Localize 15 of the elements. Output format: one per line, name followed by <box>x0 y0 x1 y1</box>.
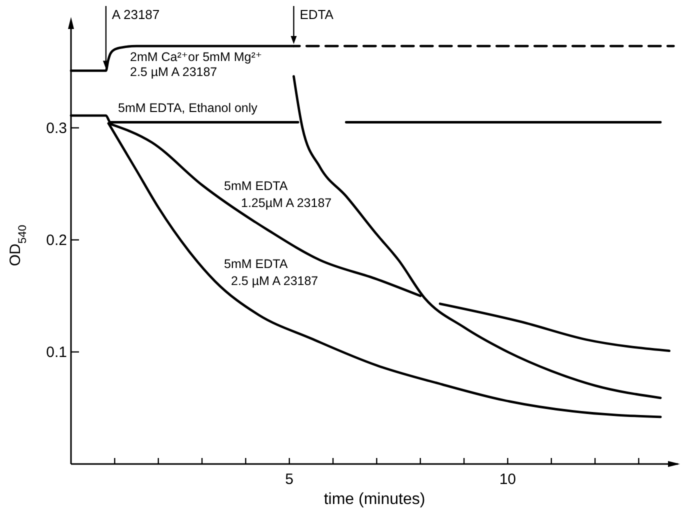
x-axis-title: time (minutes) <box>324 491 426 508</box>
y-tick-label: 0.2 <box>46 232 67 250</box>
annotation: 2mM Ca²⁺or 5mM Mg²⁺ <box>130 50 262 64</box>
annotation: 5mM EDTA <box>224 179 288 193</box>
x-tick-label: 10 <box>499 471 516 488</box>
annotation: 5mM EDTA <box>224 257 288 271</box>
y-tick-label: 0.3 <box>46 120 67 138</box>
annotation: 1.25µM A 23187 <box>241 196 332 210</box>
annotation: 5mM EDTA, Ethanol only <box>118 101 258 115</box>
annotation: EDTA <box>300 7 334 22</box>
annotation: 2.5 µM A 23187 <box>130 65 218 79</box>
x-tick-label: 5 <box>285 471 294 488</box>
annotation: A 23187 <box>112 7 160 22</box>
annotation: 2.5 µM A 23187 <box>231 274 318 288</box>
y-tick-label: 0.1 <box>46 344 67 362</box>
